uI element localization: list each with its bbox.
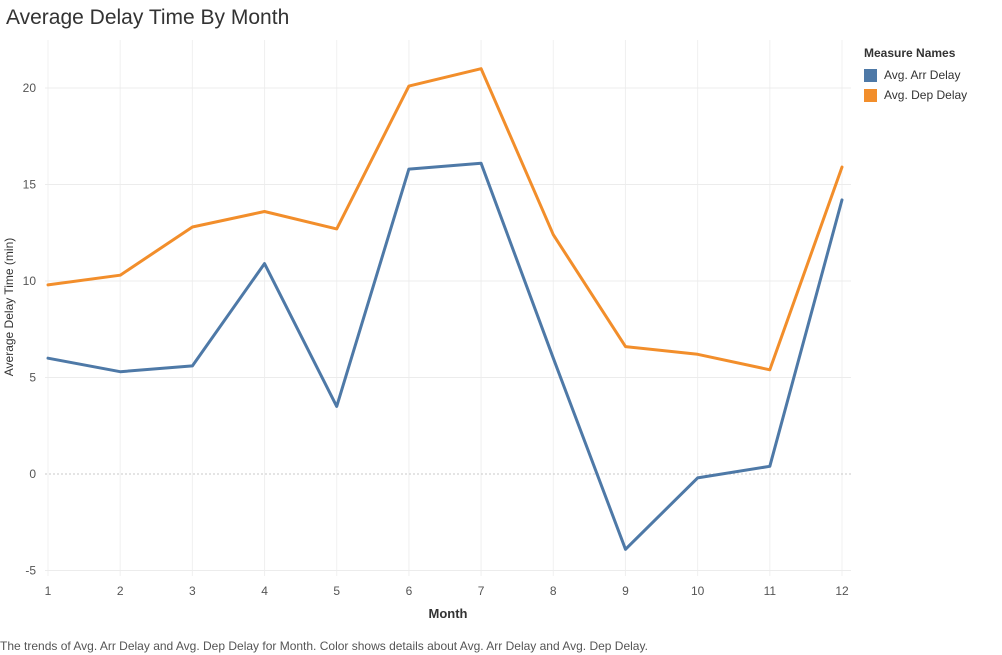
data-point[interactable]	[622, 546, 628, 552]
legend-item-arr-delay[interactable]: Avg. Arr Delay	[864, 65, 967, 85]
y-tick-label: 5	[29, 371, 36, 385]
legend-swatch-arr	[864, 68, 877, 82]
x-tick-label: 11	[764, 584, 777, 598]
y-tick-label: 15	[23, 178, 37, 192]
data-point[interactable]	[45, 355, 51, 361]
x-tick-label: 6	[406, 584, 413, 598]
y-tick-label: -5	[25, 564, 36, 578]
data-point[interactable]	[334, 403, 340, 409]
data-point[interactable]	[767, 367, 773, 373]
data-point[interactable]	[478, 66, 484, 72]
legend-item-dep-delay[interactable]: Avg. Dep Delay	[864, 85, 967, 105]
legend-label-arr: Avg. Arr Delay	[884, 68, 961, 82]
data-point[interactable]	[839, 197, 845, 203]
legend[interactable]: Measure Names Avg. Arr Delay Avg. Dep De…	[864, 46, 967, 105]
x-tick-label: 12	[835, 584, 849, 598]
x-tick-label: 3	[189, 584, 196, 598]
y-axis-ticks: -5 0 5 10 15 20	[23, 81, 37, 578]
x-tick-label: 1	[45, 584, 52, 598]
data-point[interactable]	[117, 369, 123, 375]
y-tick-label: 10	[23, 274, 37, 288]
x-tick-label: 2	[117, 584, 124, 598]
data-point[interactable]	[767, 463, 773, 469]
data-point[interactable]	[406, 166, 412, 172]
y-axis-label: Average Delay Time (min)	[2, 238, 16, 377]
data-point[interactable]	[189, 363, 195, 369]
data-point[interactable]	[262, 209, 268, 215]
data-point[interactable]	[550, 355, 556, 361]
legend-title: Measure Names	[864, 46, 956, 60]
x-tick-label: 8	[550, 584, 557, 598]
data-point[interactable]	[622, 344, 628, 350]
data-point[interactable]	[406, 83, 412, 89]
x-tick-label: 4	[261, 584, 268, 598]
data-point[interactable]	[117, 272, 123, 278]
x-tick-label: 10	[691, 584, 705, 598]
series-lines	[45, 66, 845, 552]
data-point[interactable]	[45, 282, 51, 288]
chart-caption: The trends of Avg. Arr Delay and Avg. De…	[0, 639, 648, 653]
grid	[45, 40, 851, 576]
data-point[interactable]	[550, 232, 556, 238]
data-point[interactable]	[695, 475, 701, 481]
legend-swatch-dep	[864, 88, 877, 102]
x-tick-label: 7	[478, 584, 485, 598]
chart-title: Average Delay Time By Month	[6, 6, 290, 29]
y-tick-label: 0	[29, 467, 36, 481]
data-point[interactable]	[839, 164, 845, 170]
series-line-dep-delay[interactable]	[46, 67, 844, 372]
data-point[interactable]	[695, 351, 701, 357]
series-line-arr-delay[interactable]	[46, 161, 844, 551]
legend-label-dep: Avg. Dep Delay	[884, 88, 968, 102]
x-tick-label: 9	[622, 584, 629, 598]
data-point[interactable]	[189, 224, 195, 230]
data-point[interactable]	[262, 261, 268, 267]
y-tick-label: 20	[23, 81, 37, 95]
x-tick-label: 5	[333, 584, 340, 598]
x-axis-ticks: 1 2 3 4 5 6 7 8 9 10 11 12	[45, 584, 849, 598]
data-point[interactable]	[334, 226, 340, 232]
data-point[interactable]	[478, 160, 484, 166]
x-axis-label: Month	[429, 606, 468, 621]
